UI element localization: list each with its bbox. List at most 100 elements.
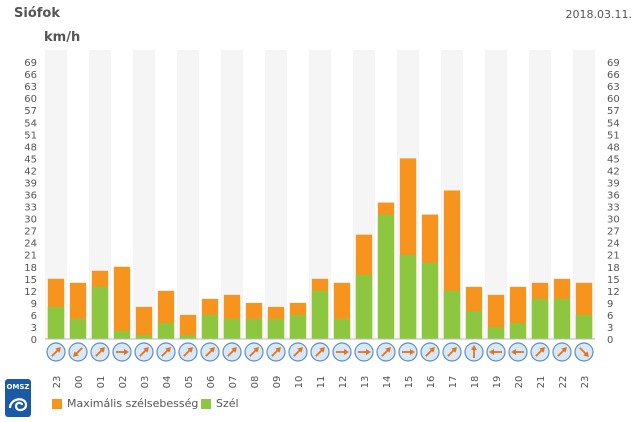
y-tick-label-right: 48 xyxy=(607,142,620,153)
y-tick-label-left: 9 xyxy=(31,299,37,310)
bar-wind xyxy=(553,298,571,339)
y-tick-label-left: 69 xyxy=(24,58,37,69)
y-tick-label-left: 33 xyxy=(24,203,37,214)
grid-column xyxy=(243,50,265,339)
bar-wind xyxy=(355,274,373,339)
y-tick-label-right: 30 xyxy=(607,215,620,226)
y-tick-label-right: 51 xyxy=(607,130,620,141)
grid-column xyxy=(551,50,573,339)
y-tick-label-right: 57 xyxy=(607,106,620,117)
y-tick-label-left: 6 xyxy=(31,311,37,322)
y-tick-label-right: 9 xyxy=(607,299,613,310)
bar-wind xyxy=(157,322,175,339)
bar-wind xyxy=(113,330,131,339)
grid-column xyxy=(45,50,67,339)
grid-column xyxy=(309,50,331,339)
bar-wind xyxy=(135,334,153,339)
y-tick-label-right: 12 xyxy=(607,287,620,298)
wind-direction-icon xyxy=(354,342,374,362)
y-tick-label-left: 66 xyxy=(24,70,37,81)
wind-direction-icon xyxy=(112,342,132,362)
grid-column xyxy=(265,50,287,339)
y-tick-label-left: 18 xyxy=(24,263,37,274)
bar-wind xyxy=(333,318,351,339)
bar-wind xyxy=(575,314,593,339)
wind-direction-icon xyxy=(574,342,594,362)
grid-column xyxy=(485,50,507,339)
bar-wind xyxy=(509,322,527,339)
x-tick-label: 08 xyxy=(250,376,261,389)
y-tick-label-right: 42 xyxy=(607,166,620,177)
x-tick-label: 20 xyxy=(514,376,525,389)
x-tick-label: 17 xyxy=(448,376,459,389)
y-tick-label-right: 0 xyxy=(607,335,613,346)
y-tick-label-left: 42 xyxy=(24,166,37,177)
bar-wind xyxy=(91,286,109,339)
legend-item-max: Maximális szélsebesség xyxy=(52,397,198,410)
wind-direction-icon xyxy=(464,342,484,362)
x-tick-label: 06 xyxy=(206,376,217,389)
y-tick-label-left: 24 xyxy=(24,239,37,250)
y-tick-label-right: 63 xyxy=(607,82,620,93)
bar-wind xyxy=(47,306,65,339)
x-tick-label: 15 xyxy=(404,376,415,389)
y-tick-label-left: 57 xyxy=(24,106,37,117)
wind-direction-icon xyxy=(68,342,88,362)
wind-direction-icon xyxy=(244,342,264,362)
y-tick-label-left: 36 xyxy=(24,191,37,202)
y-tick-label-right: 3 xyxy=(607,323,613,334)
legend-swatch-wind xyxy=(201,398,211,409)
bar-wind xyxy=(487,326,505,339)
bar-wind xyxy=(201,314,219,339)
y-tick-label-left: 27 xyxy=(24,227,37,238)
x-tick-label: 23 xyxy=(52,376,63,389)
x-tick-label: 11 xyxy=(316,376,327,389)
x-tick-label: 05 xyxy=(184,376,195,389)
bar-wind xyxy=(223,318,241,339)
y-tick-label-right: 36 xyxy=(607,191,620,202)
grid-column xyxy=(221,50,243,339)
y-tick-label-right: 15 xyxy=(607,275,620,286)
x-tick-label: 02 xyxy=(118,376,129,389)
wind-direction-icon xyxy=(508,342,528,362)
wind-direction-icon xyxy=(200,342,220,362)
grid-column xyxy=(463,50,485,339)
x-tick-label: 10 xyxy=(294,376,305,389)
bar-wind xyxy=(245,318,263,339)
bar-wind xyxy=(377,214,395,339)
x-tick-label: 03 xyxy=(140,376,151,389)
unit-label: km/h xyxy=(44,30,81,45)
y-tick-label-left: 51 xyxy=(24,130,37,141)
x-tick-label: 16 xyxy=(426,376,437,389)
x-tick-label: 01 xyxy=(96,376,107,389)
y-tick-label-right: 24 xyxy=(607,239,620,250)
wind-direction-icon xyxy=(552,342,572,362)
wind-direction-icon xyxy=(288,342,308,362)
bar-wind xyxy=(267,318,285,339)
svg-text:OMSZ: OMSZ xyxy=(6,383,29,391)
bar-wind xyxy=(443,290,461,339)
y-tick-label-left: 48 xyxy=(24,142,37,153)
wind-direction-icon xyxy=(222,342,242,362)
bar-wind xyxy=(311,290,329,339)
y-tick-label-left: 3 xyxy=(31,323,37,334)
grid-column xyxy=(89,50,111,339)
y-tick-label-left: 63 xyxy=(24,82,37,93)
y-tick-label-left: 21 xyxy=(24,251,37,262)
wind-direction-icon xyxy=(420,342,440,362)
x-tick-label: 09 xyxy=(272,376,283,389)
y-tick-label-right: 54 xyxy=(607,118,620,129)
wind-direction-icon xyxy=(178,342,198,362)
y-tick-label-left: 45 xyxy=(24,154,37,165)
x-tick-label: 04 xyxy=(162,376,173,389)
wind-direction-icon xyxy=(442,342,462,362)
omsz-logo: OMSZ xyxy=(4,378,32,418)
bar-wind xyxy=(531,298,549,339)
y-tick-label-left: 0 xyxy=(31,335,37,346)
y-tick-label-left: 39 xyxy=(24,178,37,189)
legend-item-wind: Szél xyxy=(201,397,239,410)
date-label: 2018.03.11. xyxy=(565,8,632,21)
x-tick-label: 13 xyxy=(360,376,371,389)
x-tick-label: 22 xyxy=(558,376,569,389)
